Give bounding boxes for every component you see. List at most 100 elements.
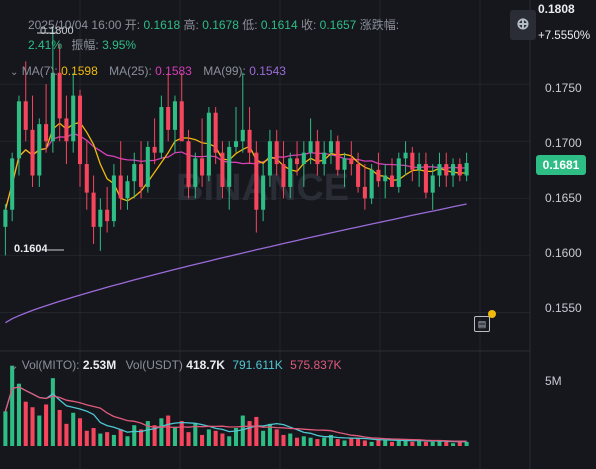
candle-body [179, 101, 184, 142]
candle-body [77, 95, 83, 165]
candle-body [233, 141, 239, 147]
candle-body [457, 164, 462, 176]
volume-bar [37, 415, 42, 446]
candle-body [356, 164, 361, 187]
vol-usdt-label: Vol(USDT) [125, 358, 183, 372]
candle-body [389, 175, 395, 187]
candle-body [206, 112, 211, 176]
volume-bar [30, 407, 35, 446]
candle-body [84, 164, 89, 193]
volume-bar [389, 441, 395, 446]
volume-bar [3, 411, 8, 446]
candle-body [383, 175, 388, 182]
volume-bar [213, 430, 218, 446]
volume-tick-5m: 5M [545, 374, 562, 388]
volume-bar [437, 440, 442, 446]
high-value: 0.1678 [202, 18, 239, 32]
candle-body [295, 158, 300, 165]
candle-body [349, 158, 354, 165]
volume-bar [383, 440, 388, 446]
volume-bar [301, 436, 306, 446]
volume-bar [240, 415, 245, 446]
volume-bar [261, 430, 266, 446]
volume-bar [125, 436, 130, 446]
price-tick-4: 0.1600 [545, 246, 582, 260]
candle-body [193, 158, 198, 187]
price-tick-5: 0.1550 [545, 301, 582, 315]
vol-mito-value: 2.53M [82, 358, 117, 372]
volume-bar [308, 437, 313, 446]
candle-body [118, 175, 123, 199]
ohlc-header: 2025/10/04 16:00 开: 0.1618 高: 0.1678 低: … [28, 16, 399, 33]
volume-bar [233, 428, 239, 446]
candle-body [37, 124, 42, 176]
change-label: 涨跌幅: [359, 18, 400, 32]
candle-body [281, 164, 286, 187]
candle-body [247, 129, 252, 153]
candle-body [417, 164, 422, 170]
note-icon[interactable]: ▤ [474, 316, 490, 332]
volume-bar [77, 418, 83, 446]
volume-bar [423, 441, 428, 446]
volume-bar [172, 426, 177, 446]
candle-body [132, 164, 137, 182]
volume-bar [84, 430, 89, 446]
open-value: 0.1618 [143, 18, 181, 32]
candle-body [267, 141, 272, 176]
volume-bar [342, 440, 347, 446]
candle-body [3, 209, 8, 227]
ma99-path [5, 203, 467, 324]
candle-body [159, 107, 164, 153]
amplitude-value: 3.95% [102, 38, 137, 52]
volume-bar [356, 439, 361, 446]
change-value: 2.41% [28, 38, 63, 52]
volume-bar [132, 425, 137, 446]
candle-body [274, 141, 279, 165]
add-indicator-button[interactable]: ⊕ [510, 10, 536, 40]
volume-bar [328, 434, 333, 446]
candle-body [335, 141, 340, 170]
candle-body [261, 175, 266, 210]
collapse-icon[interactable]: ⌄ [10, 67, 19, 78]
ma25-label: MA(25): [109, 64, 152, 78]
ma25-value: 0.1583 [155, 64, 192, 78]
datetime: 2025/10/04 16:00 [28, 18, 122, 32]
candle-body [23, 101, 28, 130]
ma25-line [4, 132, 467, 210]
close-value: 0.1657 [319, 18, 357, 32]
low-annotation: 0.1604 [14, 243, 48, 255]
candle-body [403, 152, 408, 159]
candle-body [342, 158, 347, 170]
volume-bar [376, 439, 381, 446]
volume-bar [10, 365, 15, 446]
volume-bar [179, 421, 184, 446]
volume-bars [3, 365, 469, 446]
volume-bar [457, 441, 462, 446]
candle-body [71, 95, 76, 142]
candle-body [437, 164, 442, 176]
price-tick-1: 0.1750 [545, 81, 582, 95]
ma-legend: ⌄ MA(7): 0.1598 MA(25): 0.1583 MA(99): 0… [10, 64, 286, 78]
candle-body [105, 209, 110, 222]
candle-body [57, 72, 62, 119]
volume-bar [145, 421, 150, 446]
amplitude-label: 振幅: [71, 38, 99, 52]
volume-bar [152, 425, 157, 446]
candle-body [139, 164, 144, 187]
volume-bar [396, 439, 401, 446]
current-price-tag: 0.1681 [536, 155, 586, 175]
high-annotation: 0.1800 [40, 25, 74, 37]
volume-bar [315, 439, 320, 446]
ma99-label: MA(99): [203, 64, 246, 78]
volume-collapse-icon[interactable]: ⌄ [10, 361, 19, 372]
candle-body [30, 129, 35, 176]
candle-body [16, 101, 21, 159]
ohlc-header-row2: 2.41% 振幅: 3.95% [28, 36, 136, 53]
volume-bar [322, 437, 327, 446]
volume-bar [444, 441, 449, 446]
volume-bar [281, 434, 286, 446]
low-value: 0.1614 [260, 18, 298, 32]
candle-body [288, 158, 293, 187]
candle-body [328, 141, 333, 153]
